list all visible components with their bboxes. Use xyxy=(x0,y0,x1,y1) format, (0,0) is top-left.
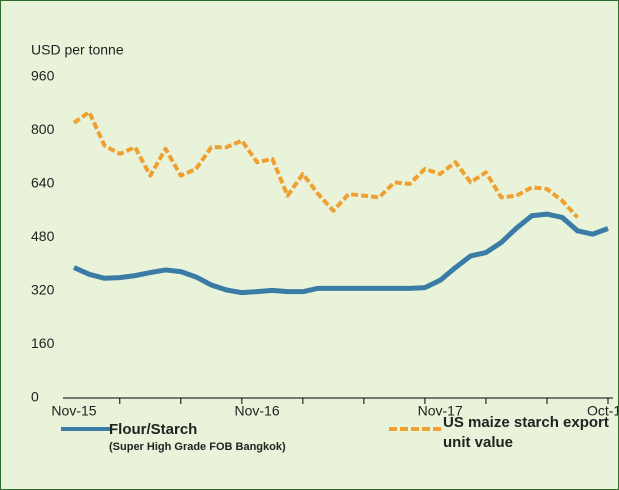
y-axis-label: USD per tonne xyxy=(31,42,124,58)
series-line xyxy=(72,110,579,219)
y-tick-label: 0 xyxy=(31,389,39,405)
legend-swatch xyxy=(61,427,111,431)
y-tick-label: 160 xyxy=(31,335,55,351)
x-tick-label: Nov-15 xyxy=(51,403,96,419)
legend-label: US maize starch export unit value xyxy=(443,414,609,451)
series-line xyxy=(72,211,609,296)
legend-swatch xyxy=(389,427,441,431)
x-tick-label: Oct-18 xyxy=(587,403,618,419)
y-tick-label: 800 xyxy=(31,121,55,137)
y-tick-label: 320 xyxy=(31,282,55,298)
x-tick-label: Nov-17 xyxy=(418,403,463,419)
x-tick-label: Nov-16 xyxy=(235,403,280,419)
y-tick-label: 480 xyxy=(31,228,55,244)
legend-note: (Super High Grade FOB Bangkok) xyxy=(109,441,286,453)
y-tick-label: 960 xyxy=(31,68,55,84)
legend-label: Flour/Starch xyxy=(109,421,198,438)
y-tick-label: 640 xyxy=(31,175,55,191)
